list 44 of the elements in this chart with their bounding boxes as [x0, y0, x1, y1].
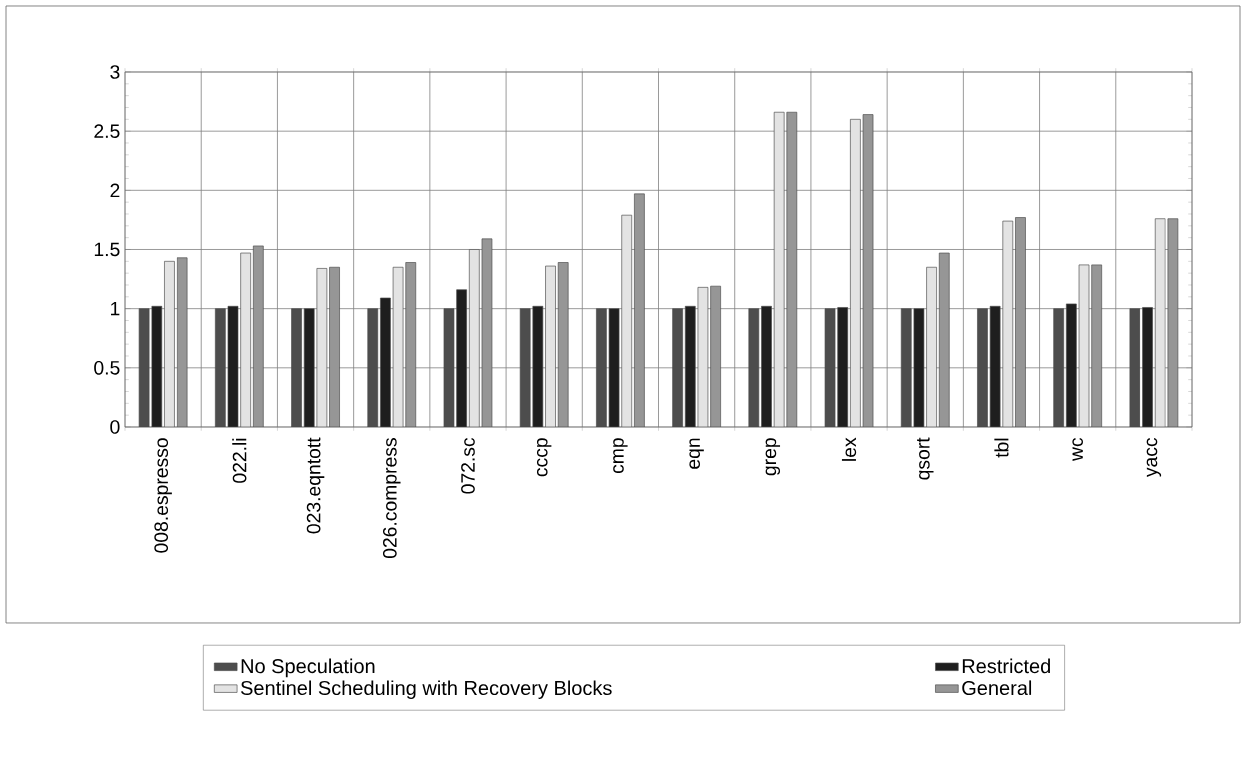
- bar: [938, 252, 950, 427]
- bar: [1167, 218, 1179, 427]
- y-tick-label: 2: [110, 183, 120, 198]
- bar: [151, 305, 163, 427]
- y-tick-label: 3: [110, 65, 120, 79]
- legend-label: Sentinel Scheduling with Recovery Blocks: [240, 680, 612, 700]
- y-tick-label: 1: [111, 302, 120, 316]
- x-tick-label: yacc: [1146, 437, 1162, 478]
- x-tick-label: 072.sc: [461, 437, 475, 494]
- legend-label: Restricted: [962, 658, 1050, 674]
- x-tick-label: 023.eqntott: [306, 437, 325, 534]
- bar: [672, 308, 683, 427]
- x-tick-label: 008.espresso: [154, 438, 172, 553]
- y-tick-label: 1.5: [94, 242, 120, 257]
- bar: [164, 260, 175, 427]
- bar: [367, 308, 379, 427]
- bar: [1015, 217, 1026, 427]
- y-tick-label: 2.5: [94, 124, 120, 138]
- x-tick-label: eqn: [689, 438, 704, 469]
- legend-label: General: [962, 680, 1032, 696]
- bar: [761, 305, 772, 427]
- x-tick-label: grep: [765, 438, 781, 476]
- bar: [138, 308, 150, 427]
- bar: [1142, 307, 1153, 427]
- bar: [1053, 308, 1065, 427]
- legend-label: No Speculation: [241, 658, 375, 678]
- y-tick-label: 0.5: [94, 360, 120, 375]
- x-tick-label: tbl: [994, 438, 1009, 458]
- bar: [291, 308, 302, 427]
- x-tick-label: cccp: [536, 438, 552, 477]
- bar: [748, 308, 760, 427]
- bar: [1129, 308, 1141, 427]
- x-tick-label: cmp: [613, 438, 628, 474]
- bar: [557, 262, 569, 427]
- x-tick-label: 026.compress: [382, 438, 401, 559]
- x-tick-label: 022.li: [232, 438, 247, 483]
- bar: [252, 245, 264, 427]
- x-tick-label: qsort: [916, 437, 934, 480]
- bar: [176, 257, 188, 427]
- y-tick-label: 0: [110, 420, 120, 434]
- x-tick-label: lex: [841, 437, 857, 461]
- x-tick-label: wc: [1072, 437, 1083, 462]
- bar: [1154, 218, 1166, 427]
- bar: [634, 193, 645, 427]
